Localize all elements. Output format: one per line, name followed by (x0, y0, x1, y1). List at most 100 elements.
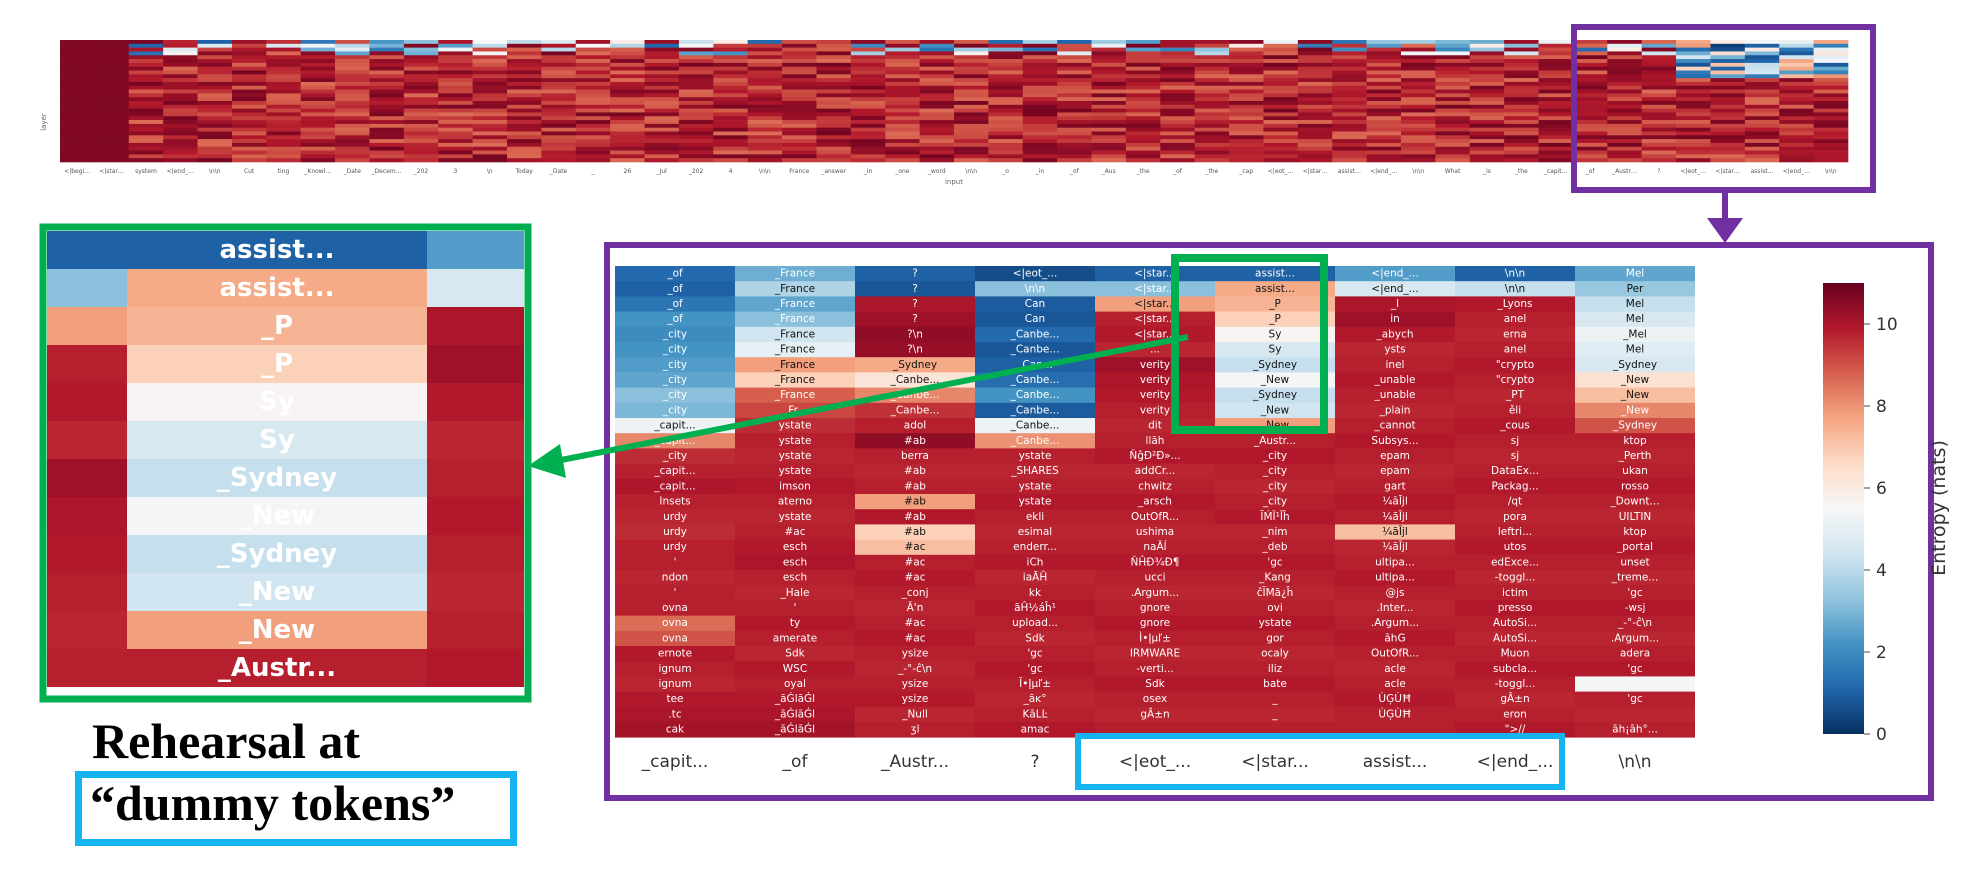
heatmap-cell (1215, 372, 1335, 388)
overview-cell (1022, 112, 1058, 117)
heatmap-cell-label: #ab (904, 496, 926, 508)
overview-cell (610, 101, 645, 106)
overview-cell (197, 142, 233, 148)
heatmap-cell-label: _Sydney (1252, 359, 1297, 371)
overview-cell (1813, 158, 1849, 163)
overview-cell (1572, 93, 1608, 98)
overview-cell (438, 70, 473, 75)
overview-cell (507, 146, 542, 151)
heatmap-cell (1455, 509, 1575, 525)
heatmap-cell-label: sj (1511, 450, 1519, 462)
overview-cell (988, 93, 1024, 98)
overview-cell (1263, 85, 1299, 90)
heatmap-cell (1335, 296, 1455, 312)
zoom-cell (47, 535, 127, 573)
heatmap-cell (1215, 570, 1335, 586)
overview-cell (472, 158, 508, 163)
overview-cell (1194, 139, 1230, 144)
overview-cell (1435, 97, 1471, 102)
overview-cell (1744, 127, 1780, 132)
overview-cell (747, 139, 783, 144)
heatmap-cell (615, 478, 735, 495)
overview-cell (1572, 154, 1608, 159)
overview-cell (850, 150, 886, 155)
overview-cell (713, 146, 748, 151)
heatmap-cell (615, 615, 735, 632)
overview-cell (1091, 108, 1127, 113)
overview-cell (128, 116, 164, 121)
overview-cell (1160, 40, 1195, 45)
overview-cell (1813, 85, 1849, 90)
overview-cell (1263, 150, 1299, 155)
overview-cell (1297, 59, 1333, 64)
overview-cell (1504, 59, 1539, 64)
overview-tick-label: _ (590, 168, 595, 175)
overview-cell (919, 158, 955, 163)
overview-cell (266, 135, 301, 140)
overview-cell (403, 81, 439, 87)
overview-cell (1710, 40, 1746, 45)
heatmap-cell (1455, 494, 1575, 510)
overview-cell (816, 101, 852, 106)
overview-cell (197, 55, 233, 60)
overview-cell (678, 131, 714, 136)
heatmap-cell (1575, 524, 1695, 540)
overview-cell (1435, 127, 1471, 132)
overview-cell (1572, 66, 1608, 71)
overview-cell (1194, 127, 1230, 132)
heatmap-cell-label: _Sydney (1612, 420, 1657, 432)
overview-cell (1297, 101, 1333, 106)
overview-cell (266, 59, 301, 64)
overview-cell (507, 81, 542, 87)
overview-cell (885, 43, 920, 48)
overview-cell (541, 97, 577, 102)
heatmap-cell (1575, 281, 1695, 297)
overview-cell (988, 78, 1024, 83)
overview-cell (94, 40, 130, 45)
overview-cell (1435, 101, 1471, 106)
overview-cell (369, 104, 405, 109)
overview-cell (1779, 93, 1814, 98)
overview-cell (1504, 150, 1539, 155)
overview-cell (403, 55, 439, 60)
overview-cell (919, 146, 955, 151)
overview-cell (128, 104, 164, 109)
overview-cell (1607, 112, 1642, 117)
heatmap-cell (735, 539, 855, 556)
overview-cell (1057, 43, 1092, 48)
overview-cell (1160, 104, 1195, 109)
overview-cell (1160, 93, 1195, 98)
overview-cell (1057, 150, 1092, 155)
overview-cell (197, 89, 233, 94)
overview-cell (1160, 43, 1195, 48)
overview-cell (782, 116, 817, 121)
heatmap-cell (1335, 706, 1455, 723)
overview-cell (1263, 66, 1299, 71)
overview-cell (919, 127, 955, 132)
heatmap-cell-label: ĨḾĪ¹Īĥ (1259, 510, 1289, 523)
overview-x-axis-label: input (945, 178, 963, 186)
overview-cell (1676, 150, 1711, 155)
heatmap-cell (1095, 691, 1215, 708)
overview-cell (438, 101, 473, 106)
overview-cell (1435, 139, 1471, 144)
overview-cell (197, 70, 233, 75)
overview-cell (231, 139, 267, 144)
overview-cell (1229, 47, 1264, 52)
overview-cell (128, 47, 164, 52)
overview-cell (713, 112, 748, 117)
overview-cell (1125, 93, 1161, 98)
heatmap-cell-label: ">// (1505, 724, 1526, 736)
overview-cell (438, 158, 473, 163)
overview-cell (919, 120, 955, 125)
heatmap-cell-label: berra (901, 450, 929, 462)
overview-cell (128, 66, 164, 71)
overview-cell (1091, 81, 1127, 87)
heatmap-cell (855, 478, 975, 495)
x-tick-label: \n\n (1618, 752, 1651, 772)
overview-cell (1125, 101, 1161, 106)
overview-cell (1022, 158, 1058, 163)
heatmap-cell (1455, 554, 1575, 571)
heatmap-cell-label: _ (1271, 708, 1278, 720)
overview-cell (335, 66, 370, 71)
